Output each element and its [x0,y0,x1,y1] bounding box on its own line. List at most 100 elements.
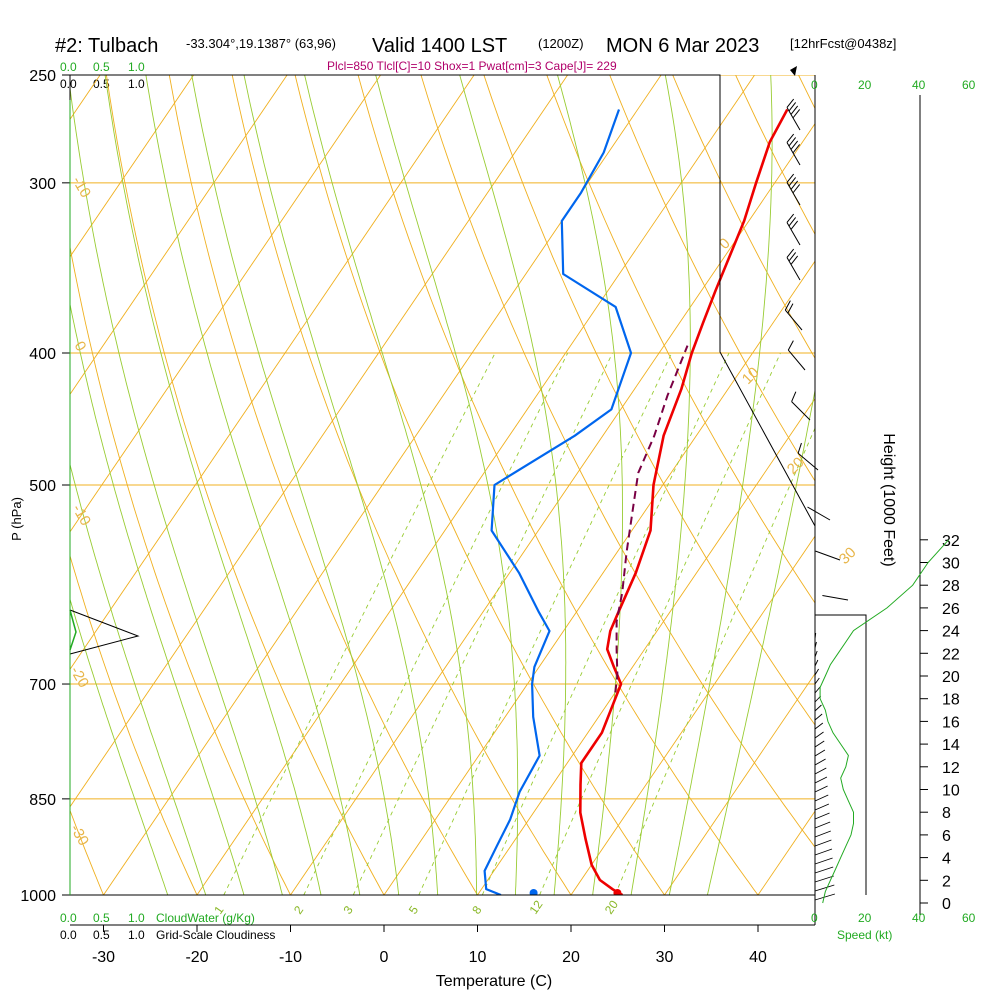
dry-adiabat-line [294,75,666,895]
x-tick-label: -30 [92,949,115,966]
mixing-ratio-line [539,352,781,895]
dry-adiabat-line [672,75,815,359]
wind-top-arrow [790,66,797,76]
svg-text:0: 0 [811,911,818,925]
wind-barb-low [814,740,825,748]
moist-adiabat-line [70,84,283,895]
mixing-ratio-line [352,352,613,895]
y-tick-label: 700 [29,677,56,694]
height-tick-label: 12 [942,760,960,777]
wind-barb-low [814,758,826,766]
wind-barb-flag [786,98,795,108]
wind-barb-low [814,668,819,676]
cloud-scale-bottom: 0.0 0.5 1.0 CloudWater (g/Kg) 0.0 0.5 1.… [60,911,275,942]
dry-adiabat-line [168,75,479,895]
isotherm-line [664,672,815,895]
wind-barb-low [814,659,819,667]
moist-adiabat-line [375,75,519,895]
isotherm-line [383,260,815,895]
isotherm-label: -10 [69,174,95,201]
dewpoint-line [483,109,633,895]
wind-barb-low [814,776,828,784]
svg-text:1.0: 1.0 [128,60,145,74]
wind-barb-flag [790,220,799,230]
height-tick-label: 10 [942,783,960,800]
wind-barb [822,594,849,601]
moist-adiabat-line [304,75,478,895]
svg-text:0.0: 0.0 [60,928,77,942]
svg-text:1.0: 1.0 [128,77,145,91]
parcel-info: Plcl=850 Tlcl[C]=10 Shox=1 Pwat[cm]=3 Ca… [327,59,617,73]
wind-barb [786,133,801,166]
wind-barb [784,300,803,331]
x-tick-label: 20 [562,949,580,966]
mixing-ratio-label: 5 [406,903,421,917]
wind-barb-flag [790,255,799,265]
dry-adiabat-line [231,75,572,895]
axis-layer: -30 -20 -10 0 10 20 30 402503004005007008501000… [20,68,959,966]
wind-barb-low [814,893,836,901]
isotherm-line [70,75,288,396]
wind-barb-flag [788,137,797,147]
x-tick-label: 40 [749,949,767,966]
height-tick-label: 30 [942,556,960,573]
isotherm-label: 20 [784,454,808,478]
wind-barb-staff [786,107,801,131]
mixing-ratio-label: 20 [602,897,621,916]
wind-barb [787,340,806,371]
wind-barb-low [814,884,835,892]
mixing-ratio-label: 12 [526,897,545,916]
height-tick-label: 0 [942,896,951,913]
wind-barb [786,248,801,281]
isotherm-label: -10 [69,502,95,529]
wind-barb-low [814,875,834,883]
speed-profile-layer [69,100,949,904]
wind-barb [807,506,831,521]
x-tick-label: 0 [380,949,389,966]
wind-barb-flag [788,177,797,187]
wind-barb-low [814,749,826,757]
cloudiness-label: Grid-Scale Cloudiness [156,928,275,942]
wind-barb-low [814,821,831,829]
wind-barb-flag [790,105,799,115]
cloud-water-label: CloudWater (g/Kg) [156,911,255,925]
grid-layer [70,75,815,895]
speed-label: Speed (kt) [837,928,892,942]
forecast-date: MON 6 Mar 2023 [606,35,759,57]
mixing-ratio-line [418,352,673,895]
dry-adiabat-line [105,75,385,895]
wind-barb-low [814,704,822,712]
x-tick-label: 10 [469,949,487,966]
svg-text:0.5: 0.5 [93,911,110,925]
height-tick-label: 26 [942,601,960,618]
moist-adiabat-line [630,75,691,895]
svg-text:0.0: 0.0 [60,60,77,74]
svg-text:40: 40 [912,911,926,925]
station-location: -33.304°,19.1387° (63,96) [186,36,336,51]
mixing-ratio-line [614,427,815,895]
wind-barbs [784,66,867,901]
isotherm-line [70,75,381,533]
moist-adiabat-line [70,597,169,895]
y-tick-label: 500 [29,478,56,495]
height-tick-label: 22 [942,646,960,663]
dry-adiabat-line [357,75,759,895]
speed-scale-bottom: 0 20 40 60 Speed (kt) [811,911,976,942]
wind-barb [797,442,819,471]
height-tick-label: 2 [942,873,951,890]
wind-barb-flag [787,303,794,314]
wind-barb-staff [807,506,831,521]
cloud-scale-top: 0.0 0.5 1.0 0.0 0.5 1.0 [60,60,145,91]
dry-adiabat-line [420,75,815,848]
isotherm-line [477,397,815,895]
height-axis-title: Height (1000 Feet) [880,433,897,566]
wind-barb-low [814,794,829,802]
moist-adiabat-line [459,75,567,895]
wind-barb-low [814,722,824,730]
svg-text:0.5: 0.5 [93,60,110,74]
x-tick-label: -20 [185,949,208,966]
svg-text:0.0: 0.0 [60,911,77,925]
svg-text:40: 40 [912,78,926,92]
mixing-ratio-line [303,352,569,895]
